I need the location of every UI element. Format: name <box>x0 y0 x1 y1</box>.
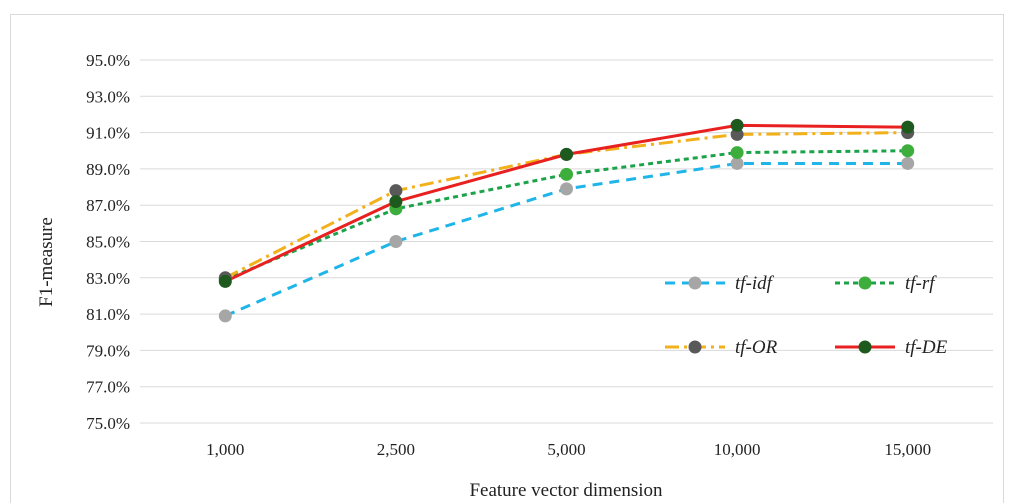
y-tick-label: 85.0% <box>86 233 130 252</box>
legend-label-tf-DE: tf-DE <box>905 337 948 358</box>
data-point-tf-OR <box>389 184 403 198</box>
y-axis-title: F1-measure <box>36 217 57 307</box>
y-tick-label: 87.0% <box>86 196 130 215</box>
data-point-tf-idf <box>218 309 232 323</box>
x-tick-label: 1,000 <box>206 440 244 459</box>
data-point-tf-idf <box>389 235 403 248</box>
data-point-tf-rf <box>901 144 915 158</box>
x-tick-label: 5,000 <box>547 440 585 459</box>
data-point-tf-DE <box>901 120 915 134</box>
legend-marker-tf-DE <box>858 340 872 354</box>
data-point-tf-DE <box>730 118 744 132</box>
x-tick-label: 10,000 <box>714 440 761 459</box>
series-line-tf-rf <box>224 149 908 282</box>
y-tick-label: 79.0% <box>86 341 130 360</box>
data-point-tf-idf <box>730 156 744 170</box>
data-point-tf-rf <box>560 167 573 181</box>
x-tick-label: 15,000 <box>884 440 931 459</box>
data-point-tf-DE <box>560 147 573 161</box>
y-tick-label: 77.0% <box>86 378 130 397</box>
y-tick-label: 83.0% <box>86 269 130 288</box>
y-tick-label: 95.0% <box>86 51 130 70</box>
gridlines <box>140 59 993 424</box>
y-tick-label: 81.0% <box>86 305 130 324</box>
data-point-tf-rf <box>730 146 744 160</box>
legend-label-tf-rf: tf-rf <box>905 273 937 294</box>
legend-label-tf-OR: tf-OR <box>735 337 778 358</box>
chart-frame <box>10 14 1004 503</box>
y-tick-label: 93.0% <box>86 87 130 106</box>
legend-marker-tf-idf <box>688 276 702 290</box>
data-point-tf-OR <box>730 127 744 141</box>
x-axis-title: Feature vector dimension <box>469 480 663 501</box>
x-tick-label: 2,500 <box>377 440 415 459</box>
legend-label-tf-idf: tf-idf <box>735 273 775 294</box>
y-tick-label: 89.0% <box>86 160 130 179</box>
y-tick-label: 91.0% <box>86 124 130 143</box>
legend-marker-tf-OR <box>688 340 702 354</box>
y-tick-labels: 75.0% 77.0% 79.0% 81.0% 83.0% 85.0% 87.0% 89.0%… <box>86 51 130 433</box>
y-tick-label: 75.0% <box>86 414 130 433</box>
data-point-tf-idf <box>560 182 573 196</box>
data-point-tf-DE <box>218 274 232 288</box>
series-markers <box>218 118 915 323</box>
legend-marker-tf-rf <box>858 276 872 290</box>
series-line-tf-OR <box>224 131 908 280</box>
data-point-tf-idf <box>901 156 915 170</box>
data-point-tf-DE <box>389 195 403 209</box>
x-tick-labels: 1,000 2,500 5,000 10,000 15,000 <box>206 440 931 459</box>
legend: tf-idf tf-rf tf-OR tf-DE <box>665 273 948 358</box>
